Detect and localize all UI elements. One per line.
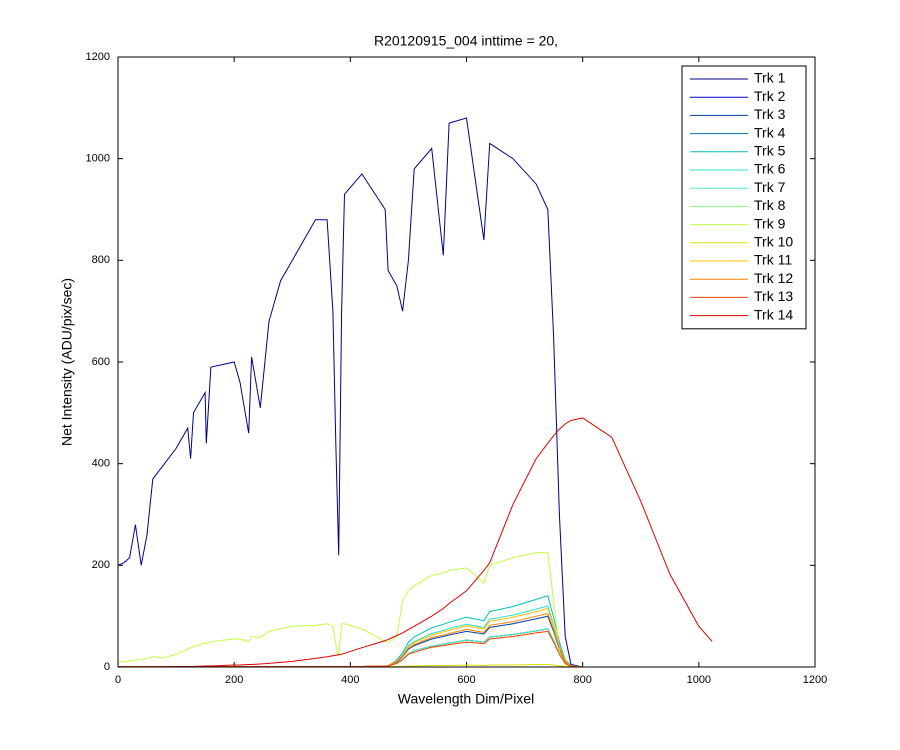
axes-box — [117, 56, 816, 668]
legend-label: Trk 10 — [754, 234, 793, 250]
legend-label: Trk 13 — [754, 288, 793, 304]
legend-label: Trk 14 — [754, 306, 793, 322]
series-line — [118, 552, 713, 668]
legend-label: Trk 12 — [754, 270, 793, 286]
chart-title: R20120915_004 inttime = 20, — [374, 33, 558, 49]
x-tick-label: 0 — [115, 674, 121, 686]
y-tick-label: 600 — [92, 356, 110, 368]
x-tick-label: 600 — [457, 674, 475, 686]
x-axis-label: Wavelength Dim/Pixel — [398, 691, 534, 707]
legend-label: Trk 6 — [754, 161, 786, 177]
x-tick-label: 400 — [341, 674, 359, 686]
legend-label: Trk 5 — [754, 143, 786, 159]
y-axis-label: Net Intensity (ADU/pix/sec) — [59, 278, 75, 446]
x-tick-label: 200 — [225, 674, 243, 686]
y-tick-label: 0 — [104, 661, 110, 673]
x-tick-label: 1200 — [803, 674, 827, 686]
x-tick-label: 1000 — [687, 674, 711, 686]
y-tick-label: 200 — [92, 559, 110, 571]
y-tick-label: 1200 — [86, 51, 110, 63]
legend-label: Trk 8 — [754, 197, 786, 213]
series-line — [117, 117, 713, 668]
legend-label: Trk 2 — [754, 88, 786, 104]
legend-label: Trk 7 — [754, 179, 786, 195]
legend-label: Trk 11 — [754, 252, 792, 268]
legend-label: Trk 1 — [754, 70, 786, 86]
y-tick-label: 800 — [92, 254, 110, 266]
x-tick-label: 800 — [573, 674, 591, 686]
legend-box — [681, 65, 807, 330]
legend-label: Trk 3 — [754, 106, 786, 122]
legend-label: Trk 9 — [754, 215, 786, 231]
y-tick-label: 1000 — [86, 153, 110, 165]
legend-label: Trk 4 — [754, 124, 786, 140]
y-tick-label: 400 — [92, 458, 110, 470]
